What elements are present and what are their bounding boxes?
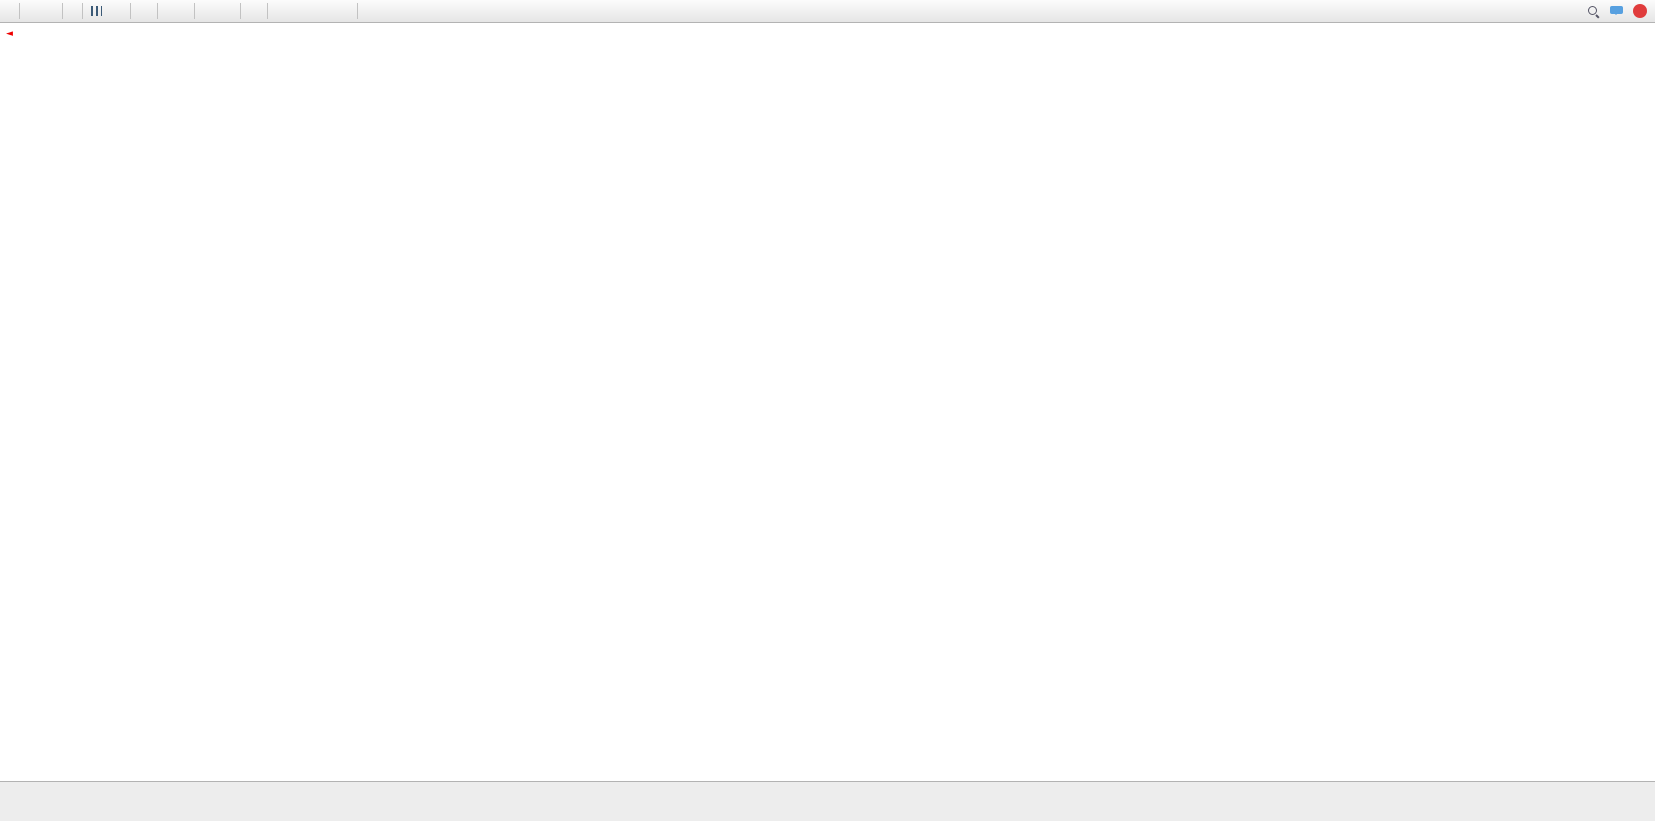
toolbar-separator	[19, 3, 20, 19]
horizontal-line-button[interactable]	[281, 0, 291, 22]
channel-button[interactable]	[301, 0, 311, 22]
chat-icon[interactable]	[1609, 5, 1624, 18]
new-order-button[interactable]	[3, 0, 16, 22]
cascade-windows-button[interactable]	[171, 0, 181, 22]
templates-button[interactable]	[224, 0, 237, 22]
bar-chart-icon	[91, 6, 102, 16]
crosshair-button[interactable]	[254, 0, 264, 22]
candlestick-chart-button[interactable]	[107, 0, 117, 22]
arrange-windows-button[interactable]	[181, 0, 191, 22]
notification-badge[interactable]	[1633, 4, 1647, 18]
trendline-button[interactable]	[291, 0, 301, 22]
toolbar-separator	[194, 3, 195, 19]
chart-canvas[interactable]	[0, 23, 1655, 781]
vertical-line-button[interactable]	[271, 0, 281, 22]
toolbar-separator	[267, 3, 268, 19]
profiles-button[interactable]	[36, 0, 49, 22]
toolbar-separator	[82, 3, 83, 19]
bar-chart-button[interactable]	[86, 0, 107, 22]
refresh-button[interactable]	[49, 0, 59, 22]
line-chart-button[interactable]	[117, 0, 127, 22]
text-label-button[interactable]	[331, 0, 341, 22]
toolbar-separator	[62, 3, 63, 19]
autotrading-button[interactable]	[66, 0, 79, 22]
toolbar-separator	[357, 3, 358, 19]
toolbar-separator	[130, 3, 131, 19]
cursor-button[interactable]	[244, 0, 254, 22]
chart-area: ◄	[0, 23, 1655, 781]
search-icon[interactable]	[1586, 4, 1600, 18]
toolbar	[0, 0, 1655, 23]
tile-windows-button[interactable]	[161, 0, 171, 22]
toolbar-separator	[157, 3, 158, 19]
new-chart-button[interactable]	[23, 0, 36, 22]
status-bar	[0, 781, 1655, 821]
zoom-out-button[interactable]	[144, 0, 154, 22]
toolbar-right-icons	[1586, 4, 1652, 18]
fibonacci-button[interactable]	[311, 0, 321, 22]
shapes-button[interactable]	[341, 0, 354, 22]
indicators-button[interactable]	[198, 0, 211, 22]
text-button[interactable]	[321, 0, 331, 22]
periods-button[interactable]	[211, 0, 224, 22]
zoom-in-button[interactable]	[134, 0, 144, 22]
toolbar-separator	[240, 3, 241, 19]
